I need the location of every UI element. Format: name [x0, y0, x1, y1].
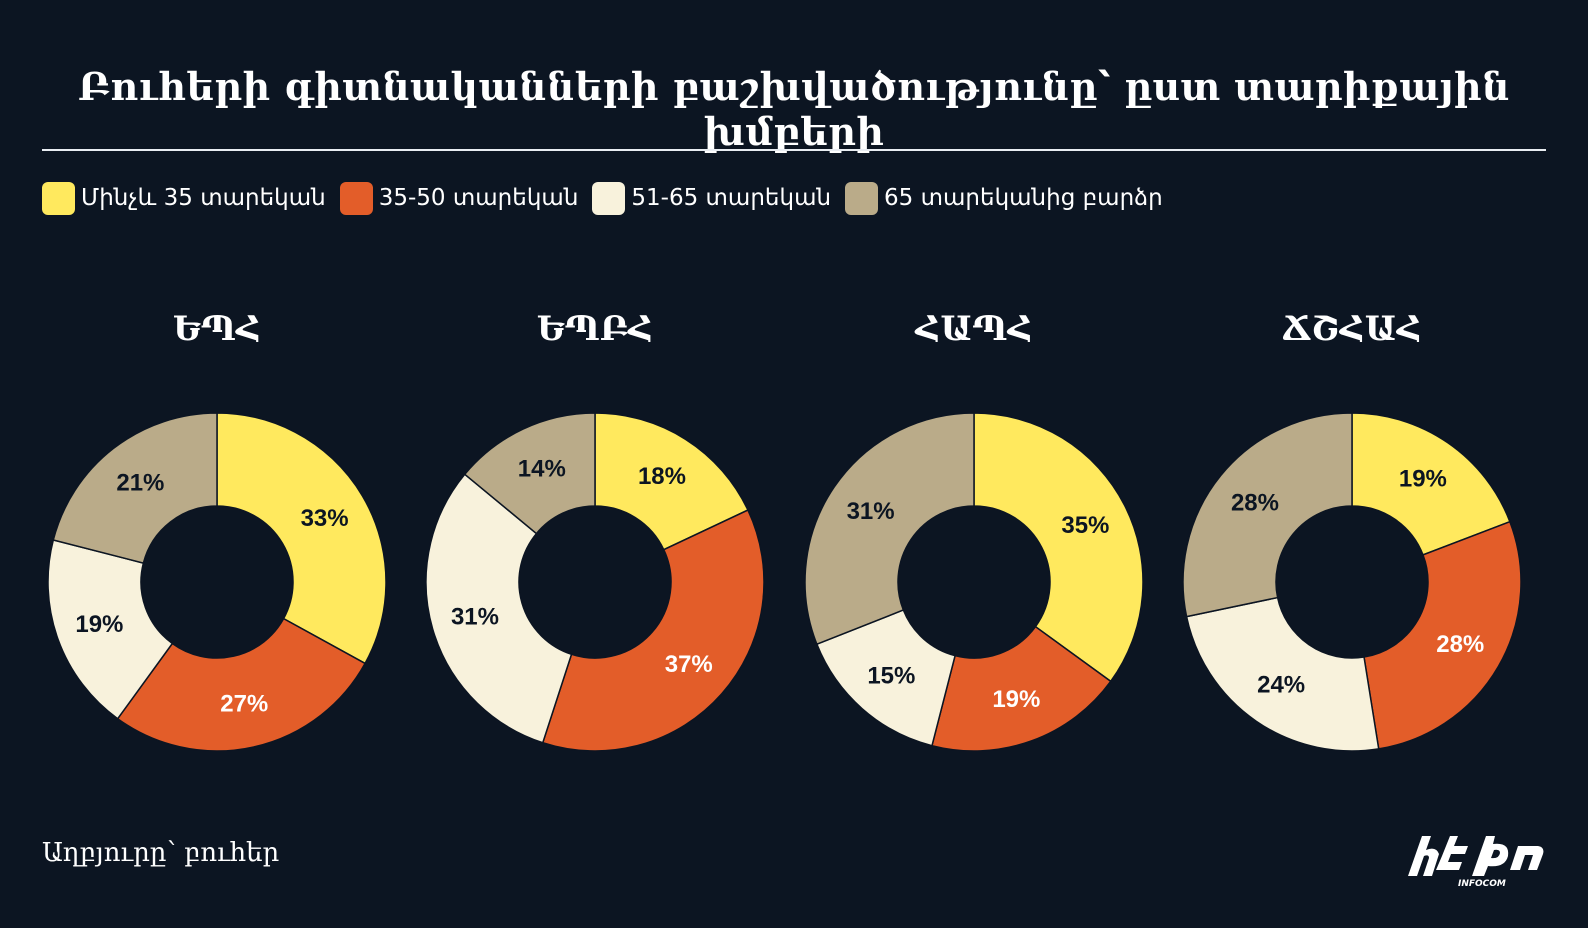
chart-title: ԵՊՀ: [173, 309, 261, 349]
slice-label-under-35: 33%: [301, 505, 349, 532]
slice-label-over-65: 31%: [847, 498, 895, 525]
slice-label-over-65: 28%: [1231, 490, 1279, 517]
chart-title: ՀԱՊՀ: [914, 309, 1032, 349]
slice-over-65: [1182, 412, 1353, 618]
legend: Մինչև 35 տարեկան 35-50 տարեկան 51-65 տար…: [42, 181, 1177, 215]
legend-item-over-65: 65 տարեկանից բարձր: [845, 181, 1163, 215]
slice-label-51-65: 15%: [867, 662, 915, 689]
legend-item-51-65: 51-65 տարեկան: [592, 181, 832, 215]
donut-chart-4: ՃՇՀԱՀ 19% 28% 24% 28%: [1182, 309, 1522, 752]
slice-label-over-65: 21%: [116, 470, 164, 497]
slice-35-50: [116, 617, 367, 752]
legend-swatch-35-50: [339, 181, 373, 215]
slice-under-35: [216, 412, 387, 665]
infocom-logo: INFOCOM: [1408, 836, 1544, 889]
donut-chart-2: ԵՊԲՀ 18% 37% 31% 14%: [425, 309, 765, 752]
slice-label-35-50: 27%: [220, 690, 268, 717]
slice-51-65: [1185, 596, 1380, 752]
slice-under-35: [973, 412, 1144, 683]
donut-chart-1: ԵՊՀ 33% 27% 19% 21%: [47, 309, 387, 752]
slice-label-under-35: 18%: [638, 463, 686, 490]
slice-35-50: [931, 625, 1112, 752]
legend-swatch-over-65: [845, 181, 879, 215]
legend-label-35-50: 35-50 տարեկան: [378, 185, 579, 211]
slice-label-51-65: 19%: [75, 611, 123, 638]
slice-over-65: [804, 412, 975, 646]
slice-label-35-50: 37%: [665, 651, 713, 678]
logo-text: INFOCOM: [1458, 879, 1506, 889]
slice-under-35: [1351, 412, 1511, 556]
donut-chart-3: ՀԱՊՀ 35% 19% 15% 31%: [804, 309, 1144, 752]
slice-over-65: [463, 412, 596, 535]
slice-label-51-65: 31%: [451, 603, 499, 630]
slice-label-35-50: 28%: [1436, 631, 1484, 658]
slice-label-under-35: 19%: [1399, 466, 1447, 493]
legend-swatch-under-35: [42, 181, 75, 215]
page-title: Բուհերի գիտնականների բաշխվածությունը՝ ըս…: [78, 64, 1510, 154]
title-divider: [42, 149, 1546, 151]
slice-label-over-65: 14%: [518, 455, 566, 482]
legend-label-over-65: 65 տարեկանից բարձր: [884, 185, 1163, 211]
slice-over-65: [52, 412, 218, 565]
legend-label-under-35: Մինչև 35 տարեկան: [81, 185, 326, 211]
chart-title: ՃՇՀԱՀ: [1282, 309, 1422, 349]
slice-51-65: [425, 473, 573, 744]
slice-35-50: [1363, 520, 1522, 750]
legend-item-35-50: 35-50 տարեկան: [339, 181, 579, 215]
legend-swatch-51-65: [592, 181, 626, 215]
slice-label-51-65: 24%: [1257, 671, 1305, 698]
slice-51-65: [815, 609, 957, 747]
slice-under-35: [594, 412, 749, 551]
source-note: Աղբյուրը՝ բուհեր: [42, 838, 280, 868]
slice-label-35-50: 19%: [992, 686, 1040, 713]
slice-51-65: [47, 539, 174, 720]
legend-item-under-35: Մինչև 35 տարեկան: [42, 181, 326, 215]
chart-title: ԵՊԲՀ: [537, 309, 653, 349]
slice-35-50: [541, 509, 765, 752]
slice-label-under-35: 35%: [1061, 512, 1109, 539]
legend-label-51-65: 51-65 տարեկան: [631, 185, 832, 211]
